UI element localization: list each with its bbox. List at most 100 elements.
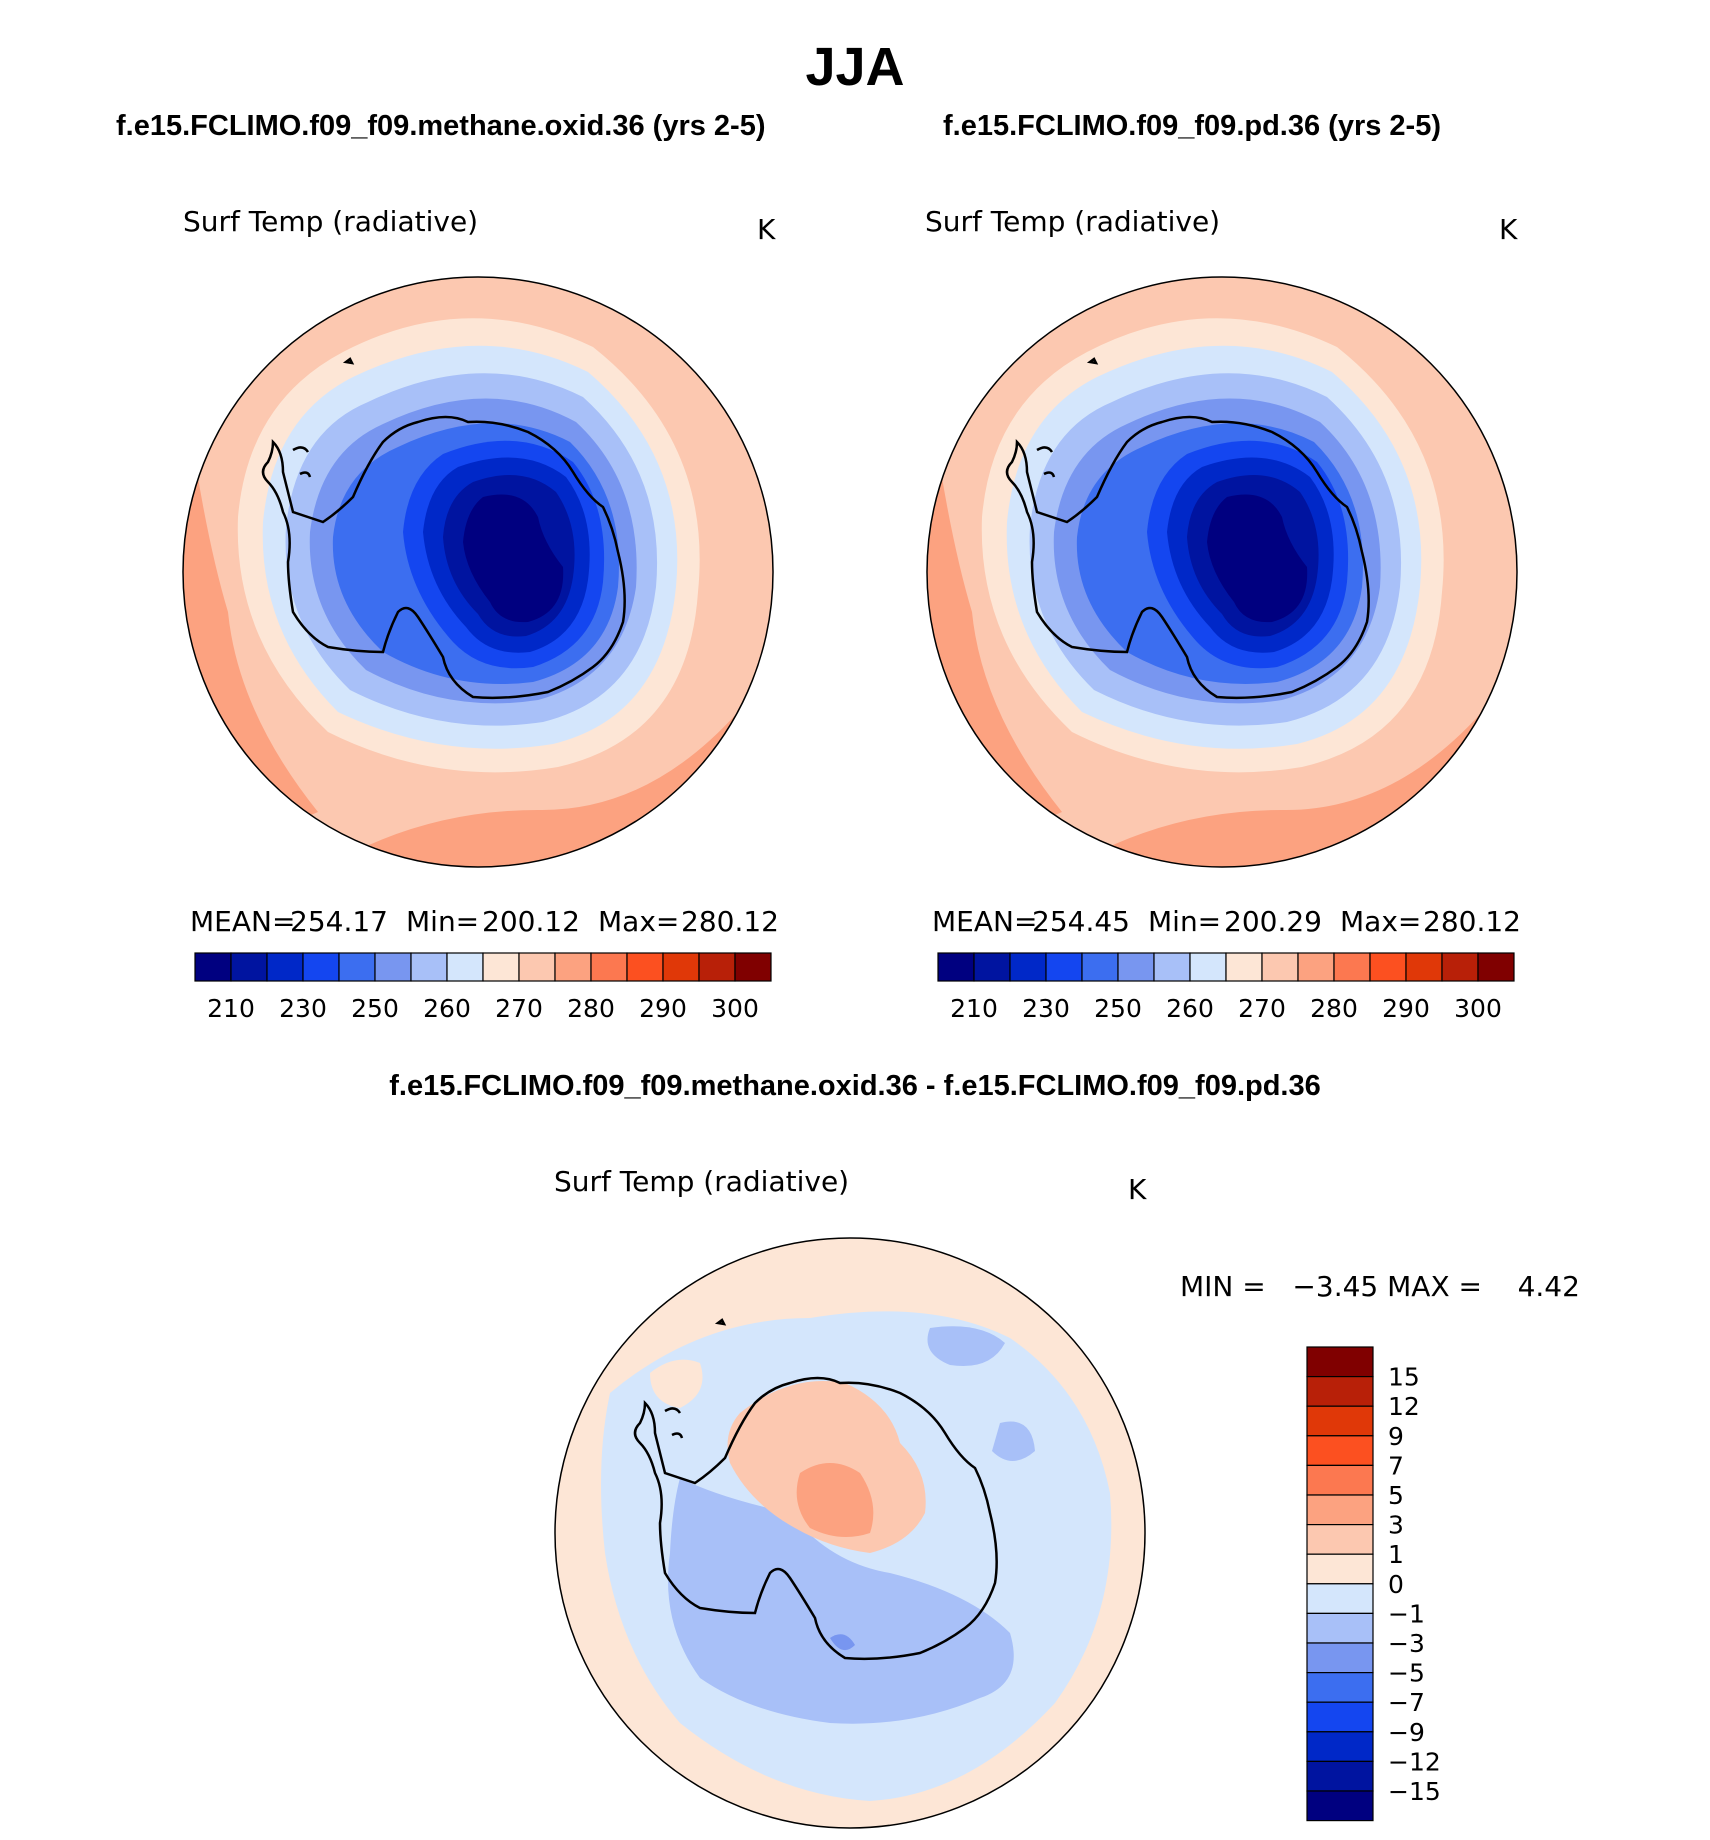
panel-1-max-value: 280.12 — [681, 905, 779, 938]
difference-colorbar-label: −1 — [1388, 1599, 1425, 1628]
panel-1-colorbar-label: 250 — [351, 994, 399, 1023]
difference-colorbar-box — [1306, 1375, 1374, 1407]
panel-2-max-label: Max= — [1340, 905, 1422, 938]
panel-1-mean-label: MEAN= — [190, 905, 296, 938]
panel-1-colorbar-box — [554, 952, 592, 982]
panel-2-colorbar: 210 230 250 260 270 280 290 300 — [937, 952, 1515, 1023]
difference-map — [554, 1237, 1146, 1829]
panel-1-colorbar-label: 260 — [423, 994, 471, 1023]
panel-2-colorbar-box — [1117, 952, 1155, 982]
panel-2-mean-label: MEAN= — [932, 905, 1038, 938]
panel-2-colorbar-box — [1153, 952, 1191, 982]
panel-1-colorbar-box — [266, 952, 304, 982]
panel-1-colorbar-label: 270 — [495, 994, 543, 1023]
panel-2-variable-label: Surf Temp (radiative) — [925, 205, 1221, 238]
panel-2-colorbar-box — [1333, 952, 1371, 982]
difference-colorbar-box — [1306, 1760, 1374, 1792]
panel-2-units-label: K — [1499, 213, 1518, 246]
difference-colorbar-label: −12 — [1388, 1747, 1441, 1776]
panel-2-colorbar-label: 270 — [1238, 994, 1286, 1023]
difference-colorbar-box — [1306, 1464, 1374, 1496]
panel-1-colorbar-box — [410, 952, 448, 982]
panel-2-colorbar-box — [937, 952, 975, 982]
panel-1-colorbar-box — [194, 952, 232, 982]
panel-2-colorbar-label: 300 — [1454, 994, 1502, 1023]
panel-1-colorbar-label: 210 — [207, 994, 255, 1023]
difference-colorbar-box — [1306, 1612, 1374, 1644]
panel-1-colorbar-box — [302, 952, 340, 982]
panel-1-colorbar-box — [230, 952, 268, 982]
panel-2-colorbar-box — [1405, 952, 1443, 982]
panel-1-colorbar-box — [698, 952, 736, 982]
panel-2-case-title: f.e15.FCLIMO.f09_f09.pd.36 (yrs 2-5) — [943, 110, 1441, 142]
panel-2-colorbar-label: 230 — [1022, 994, 1070, 1023]
panel-2-colorbar-box — [1477, 952, 1515, 982]
panel-2-min-value: 200.29 — [1224, 905, 1322, 938]
difference-title: f.e15.FCLIMO.f09_f09.methane.oxid.36 - f… — [389, 1070, 1321, 1102]
panel-1-colorbar-box — [446, 952, 484, 982]
panel-1-variable-label: Surf Temp (radiative) — [183, 205, 479, 238]
difference-colorbar-box — [1306, 1523, 1374, 1555]
difference-colorbar-label: −9 — [1388, 1718, 1425, 1747]
panel-2-colorbar-box — [1369, 952, 1407, 982]
panel-1-min-label: Min= — [406, 905, 480, 938]
difference-colorbar-box — [1306, 1731, 1374, 1763]
panel-1-max-label: Max= — [598, 905, 680, 938]
difference-colorbar-label: −7 — [1388, 1688, 1425, 1717]
panel-2-min-label: Min= — [1148, 905, 1222, 938]
panel-1-mean-value: 254.17 — [290, 905, 388, 938]
panel-1-colorbar: 210 230 250 260 270 280 290 300 — [194, 952, 772, 1023]
panel-1-map — [182, 276, 774, 868]
panel-1-colorbar-label: 280 — [567, 994, 615, 1023]
difference-colorbar-box — [1306, 1583, 1374, 1615]
panel-1-colorbar-box — [590, 952, 628, 982]
panel-1-min-value: 200.12 — [482, 905, 580, 938]
difference-colorbar-label: −5 — [1388, 1659, 1425, 1688]
difference-colorbar-box — [1306, 1494, 1374, 1526]
panel-2-colorbar-box — [1009, 952, 1047, 982]
difference-colorbar-label: 7 — [1388, 1451, 1404, 1480]
panel-2-colorbar-box — [1261, 952, 1299, 982]
difference-colorbar-box — [1306, 1405, 1374, 1437]
panel-1-colorbar-box — [626, 952, 664, 982]
panel-2-colorbar-label: 260 — [1166, 994, 1214, 1023]
difference-min-max: MIN = −3.45 MAX = 4.42 — [1180, 1270, 1580, 1303]
difference-colorbar-box — [1306, 1642, 1374, 1674]
panel-1-colorbar-box — [518, 952, 556, 982]
difference-units-label: K — [1128, 1173, 1147, 1206]
difference-colorbar-label: 5 — [1388, 1481, 1404, 1510]
difference-colorbar-label: 12 — [1388, 1392, 1420, 1421]
difference-colorbar-box — [1306, 1435, 1374, 1467]
panel-1-case-title: f.e15.FCLIMO.f09_f09.methane.oxid.36 (yr… — [116, 110, 766, 142]
page-title: JJA — [805, 37, 905, 97]
panel-2-colorbar-label: 290 — [1382, 994, 1430, 1023]
panel-2-colorbar-box — [1081, 952, 1119, 982]
difference-colorbar-label: 1 — [1388, 1540, 1404, 1569]
panel-2-colorbar-label: 250 — [1094, 994, 1142, 1023]
difference-colorbar-box — [1306, 1701, 1374, 1733]
panel-1-colorbar-box — [374, 952, 412, 982]
panel-1-colorbar-label: 290 — [639, 994, 687, 1023]
panel-2-colorbar-box — [1189, 952, 1227, 982]
panel-1-colorbar-label: 300 — [711, 994, 759, 1023]
panel-1-colorbar-label: 230 — [279, 994, 327, 1023]
panel-2-colorbar-box — [1297, 952, 1335, 982]
panel-2-colorbar-label: 280 — [1310, 994, 1358, 1023]
panel-1-colorbar-box — [338, 952, 376, 982]
difference-colorbar-label: −3 — [1388, 1629, 1425, 1658]
difference-variable-label: Surf Temp (radiative) — [554, 1165, 850, 1198]
difference-colorbar-box — [1306, 1346, 1374, 1378]
panel-2-colorbar-box — [1045, 952, 1083, 982]
panel-2-colorbar-box — [973, 952, 1011, 982]
difference-colorbar-label: −15 — [1388, 1777, 1441, 1806]
difference-colorbar-box — [1306, 1790, 1374, 1822]
difference-colorbar-label: 15 — [1388, 1363, 1420, 1392]
difference-colorbar-box — [1306, 1553, 1374, 1585]
difference-colorbar-box — [1306, 1671, 1374, 1703]
panel-2-colorbar-box — [1441, 952, 1479, 982]
panel-2-mean-value: 254.45 — [1032, 905, 1130, 938]
panel-2-colorbar-box — [1225, 952, 1263, 982]
difference-colorbar-label: 3 — [1388, 1511, 1404, 1540]
